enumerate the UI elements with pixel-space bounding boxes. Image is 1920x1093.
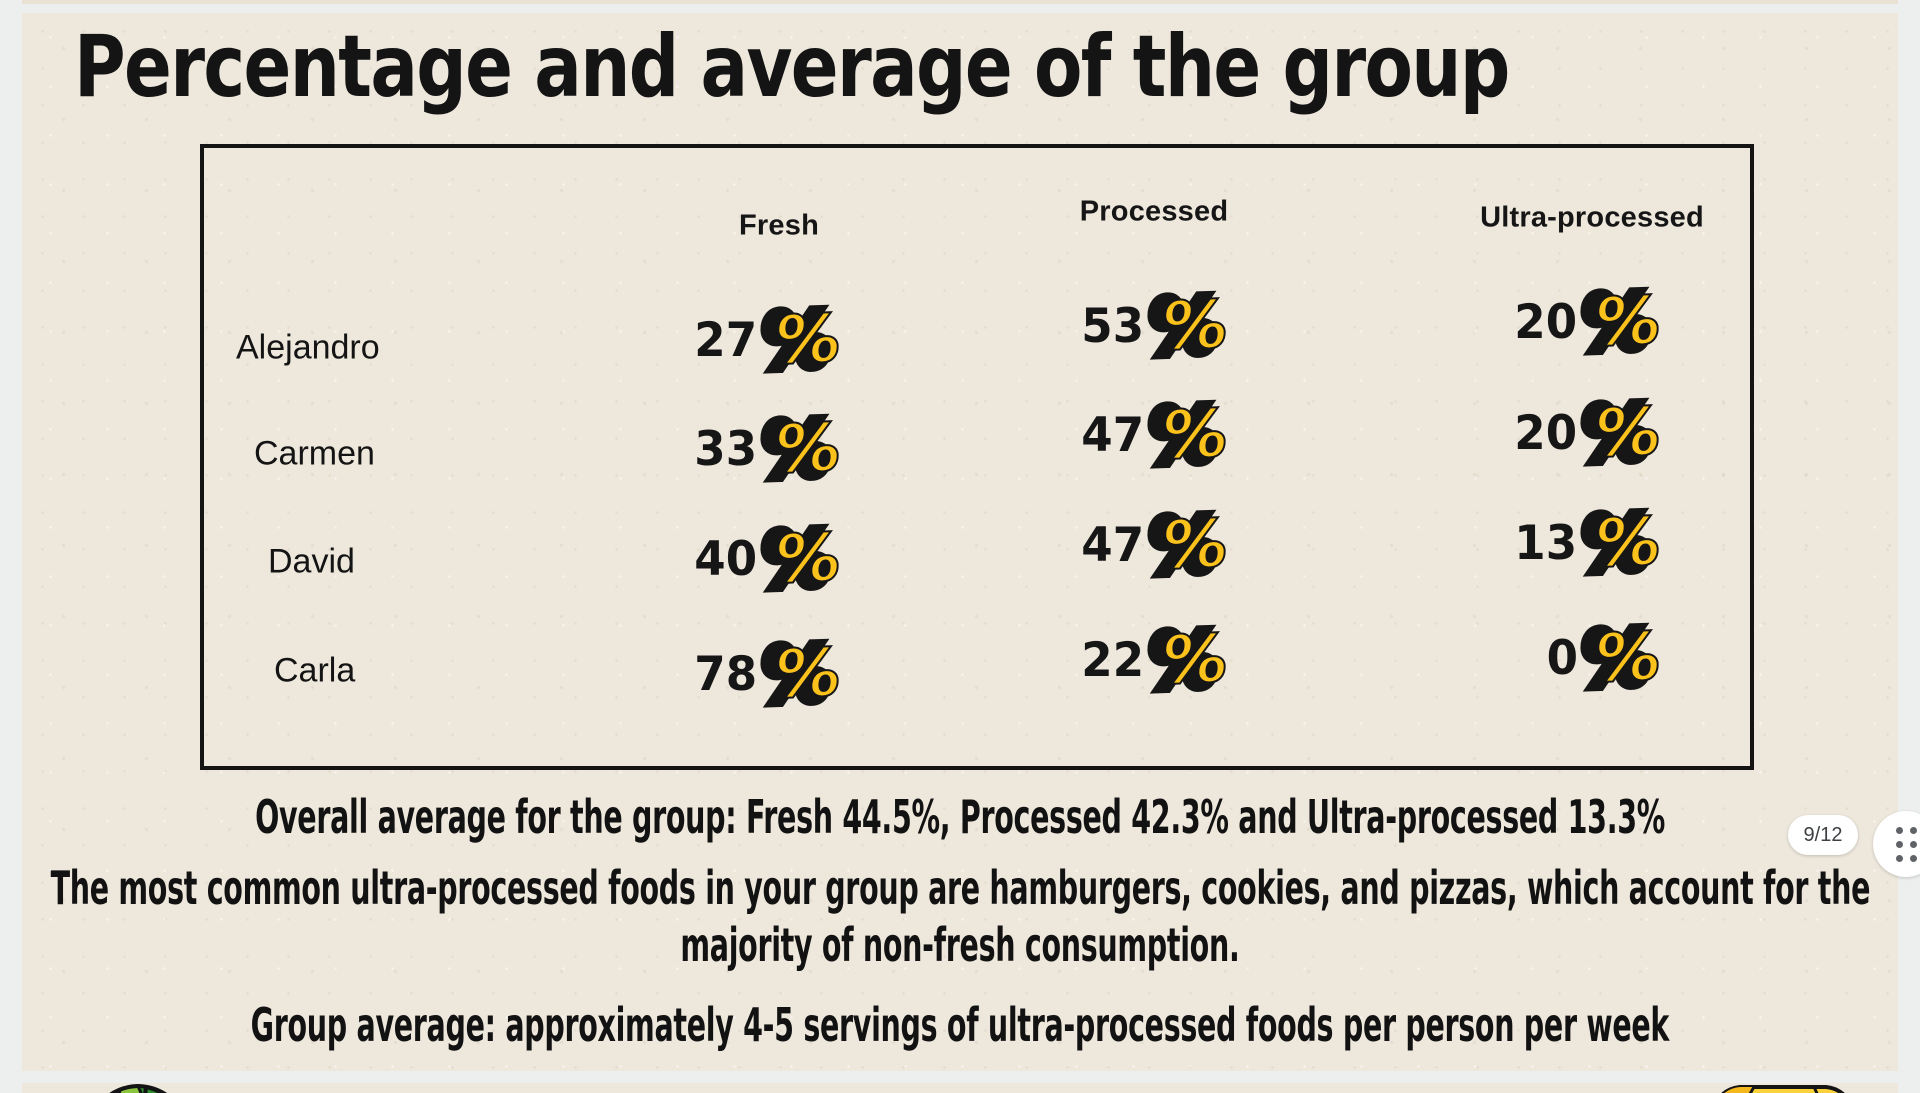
percentage-table: Fresh Processed Ultra-processed Alejandr… [200, 144, 1754, 770]
row-label-carmen: Carmen [254, 434, 375, 473]
common-foods-text-line1: The most common ultra-processed foods in… [50, 861, 1870, 915]
table-cell: 33 % [693, 408, 844, 489]
percent-symbol-icon: % [1593, 281, 1664, 362]
percent-symbol-icon: % [1160, 394, 1231, 475]
grid-view-button[interactable] [1873, 811, 1920, 877]
value-number: 78 [694, 646, 758, 702]
value-number: 0 [1546, 630, 1579, 686]
group-average-text: Group average: approximately 4-5 serving… [250, 998, 1670, 1052]
column-header-processed: Processed [1079, 195, 1229, 228]
percent-symbol-icon: % [1593, 502, 1664, 583]
table-cell: 47 % [1080, 504, 1231, 585]
value-number: 47 [1081, 517, 1145, 573]
table-cell: 53 % [1080, 285, 1231, 366]
value-number: 53 [1081, 298, 1145, 354]
next-slide-edge [22, 1083, 1898, 1093]
value-number: 20 [1514, 294, 1578, 350]
column-header-ultra-processed: Ultra-processed [1480, 201, 1704, 234]
row-label-alejandro: Alejandro [236, 328, 380, 367]
percent-symbol-icon: % [1160, 619, 1231, 700]
previous-slide-edge [22, 0, 1898, 4]
table-cell: 27 % [693, 299, 844, 380]
table-cell: 20 % [1513, 392, 1664, 473]
value-number: 20 [1514, 405, 1578, 461]
percent-symbol-icon: % [1160, 504, 1231, 585]
percent-symbol-icon: % [1593, 617, 1664, 698]
value-number: 13 [1514, 515, 1578, 571]
percent-symbol-icon: % [773, 299, 844, 380]
percent-symbol-icon: % [773, 518, 844, 599]
table-cell: 22 % [1080, 619, 1231, 700]
column-header-fresh: Fresh [739, 209, 819, 242]
green-vegetable-illustration [109, 1083, 167, 1093]
percent-symbol-icon: % [1160, 285, 1231, 366]
overall-average-text: Overall average for the group: Fresh 44.… [255, 790, 1665, 844]
table-cell: 13 % [1513, 502, 1664, 583]
table-cell: 0 % [1546, 617, 1664, 698]
table-cell: 40 % [693, 518, 844, 599]
value-number: 22 [1081, 632, 1145, 688]
page-title: Percentage and average of the group [74, 17, 1510, 117]
value-number: 33 [694, 421, 758, 477]
slide-canvas: Percentage and average of the group Fres… [22, 13, 1898, 1071]
percent-symbol-icon: % [1593, 392, 1664, 473]
value-number: 27 [694, 312, 758, 368]
table-cell: 78 % [693, 633, 844, 714]
percent-symbol-icon: % [773, 408, 844, 489]
row-label-carla: Carla [274, 651, 356, 690]
table-cell: 47 % [1080, 394, 1231, 475]
table-cell: 20 % [1513, 281, 1664, 362]
value-number: 47 [1081, 407, 1145, 463]
six-dot-grid-icon [1895, 826, 1917, 862]
value-number: 40 [694, 531, 758, 587]
percent-symbol-icon: % [773, 633, 844, 714]
slide-counter-badge: 9/12 [1788, 815, 1858, 855]
row-label-david: David [268, 542, 355, 581]
common-foods-text-line2: majority of non-fresh consumption. [680, 918, 1240, 972]
yellow-food-illustration [1721, 1085, 1845, 1093]
